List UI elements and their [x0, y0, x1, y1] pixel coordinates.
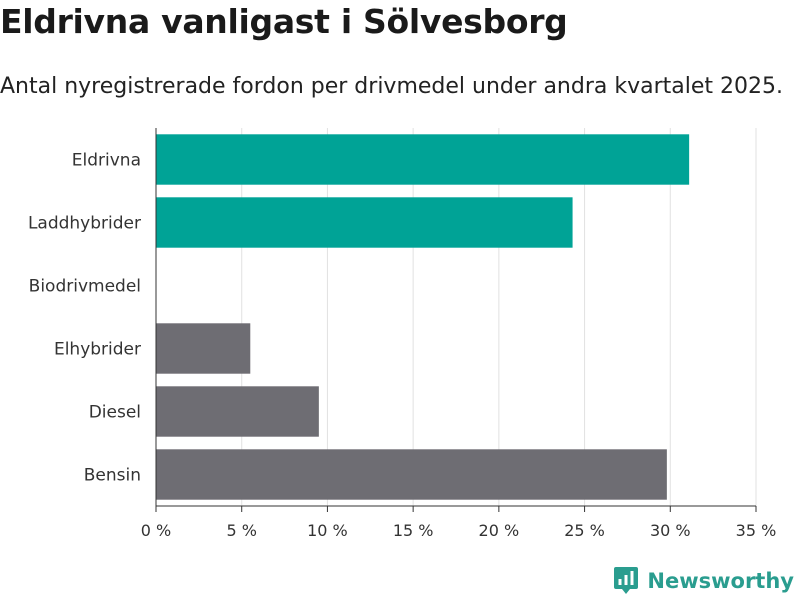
bar-chart: Eldrivna Laddhybrider Biodrivmedel Elhybrid… — [28, 128, 777, 540]
x-tick-label-2: 10 % — [307, 521, 348, 540]
bar-eldrivna — [156, 134, 690, 185]
bar-laddhybrider — [156, 197, 573, 248]
x-tick-label-0: 0 % — [141, 521, 171, 540]
category-label-biodrivmedel: Biodrivmedel — [29, 277, 141, 297]
x-tick-label-4: 20 % — [479, 521, 520, 540]
chart-title: Eldrivna vanligast i Sölvesborg — [0, 2, 568, 41]
category-label-bensin: Bensin — [84, 466, 141, 486]
newsworthy-logo-icon — [614, 567, 639, 594]
x-tick-label-6: 30 % — [650, 521, 691, 540]
chart-subtitle: Antal nyregistrerade fordon per drivmede… — [0, 74, 783, 99]
bar-diesel — [156, 386, 319, 437]
category-label-eldrivna: Eldrivna — [72, 151, 141, 171]
category-label-laddhybrider: Laddhybrider — [28, 214, 141, 234]
x-tick-label-5: 25 % — [564, 521, 605, 540]
category-label-diesel: Diesel — [89, 403, 141, 423]
bar-elhybrider — [156, 323, 251, 374]
bar-bensin — [156, 449, 667, 500]
x-tick-label-1: 5 % — [226, 521, 256, 540]
x-tick-label-7: 35 % — [736, 521, 777, 540]
brand-name: Newsworthy — [647, 569, 794, 593]
x-tick-label-3: 15 % — [393, 521, 434, 540]
category-label-elhybrider: Elhybrider — [54, 340, 141, 360]
brand-logo: Newsworthy — [613, 566, 794, 596]
